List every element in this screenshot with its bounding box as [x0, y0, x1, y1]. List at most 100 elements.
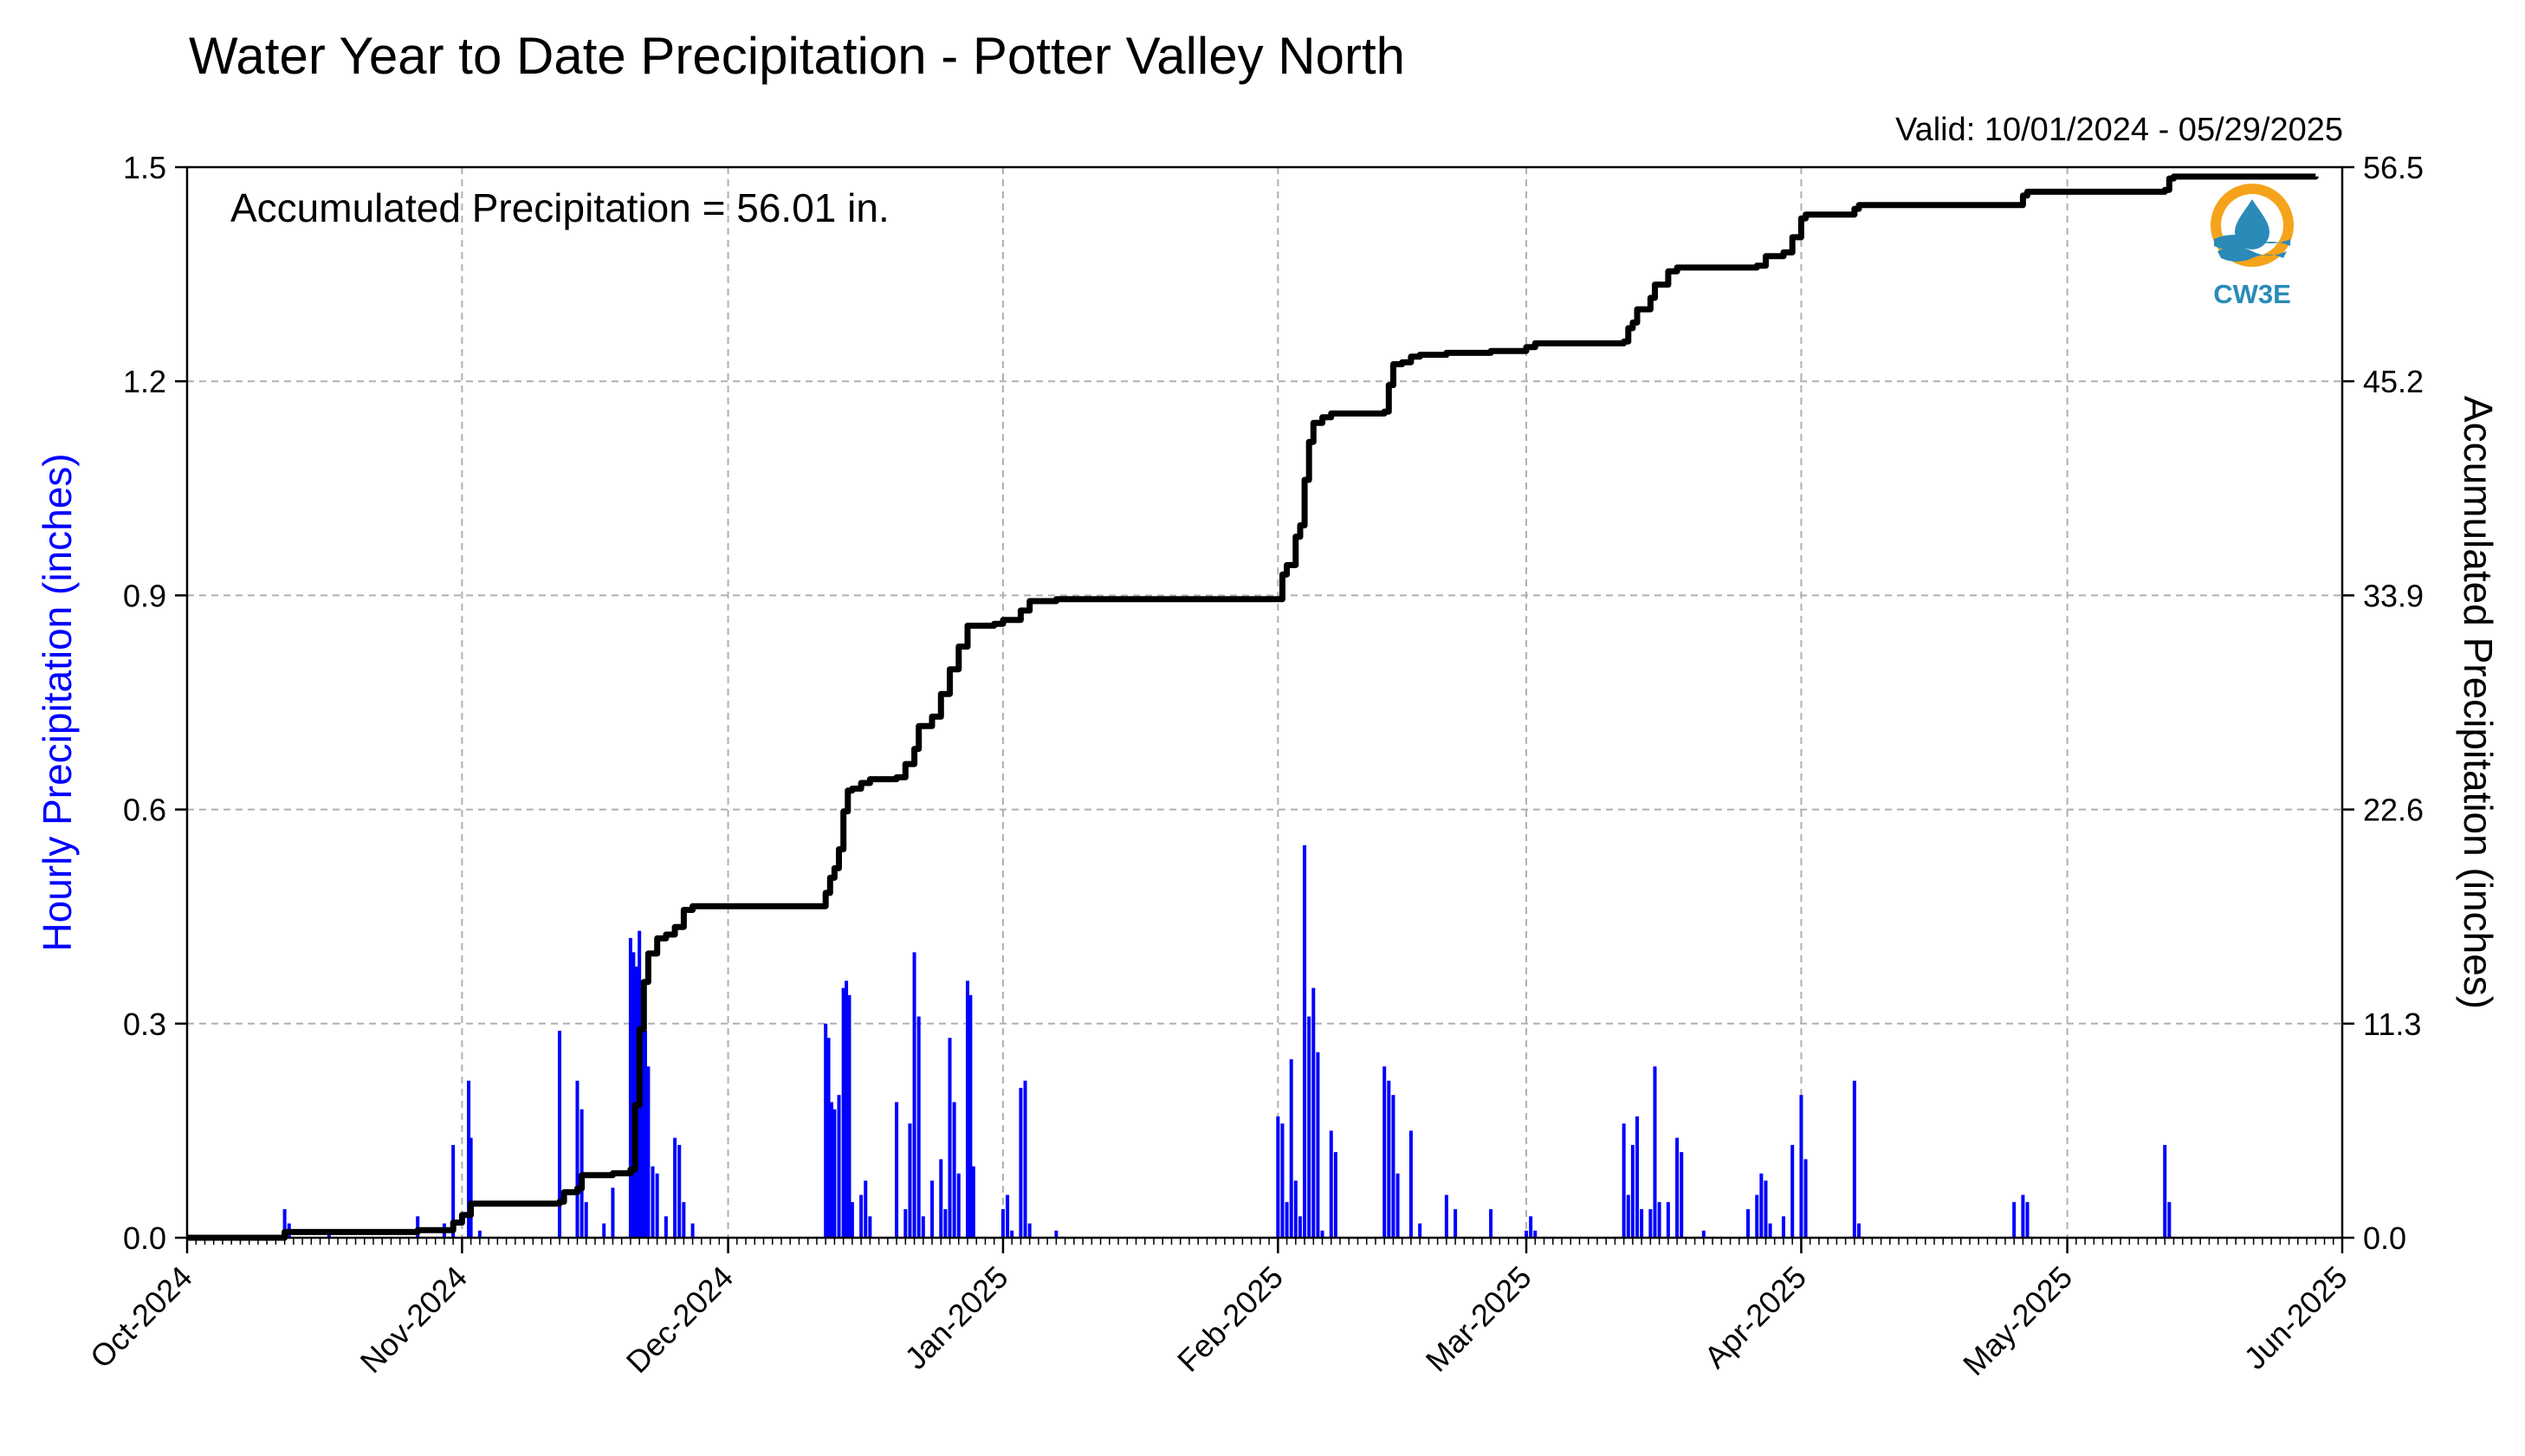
hourly-bar [1640, 1209, 1644, 1238]
hourly-bar [1418, 1223, 1422, 1238]
hourly-bar [1657, 1201, 1661, 1238]
hourly-bar [1027, 1223, 1032, 1238]
hourly-bar [968, 994, 973, 1238]
logo-wave-2 [2217, 247, 2287, 262]
hourly-bar [939, 1159, 943, 1238]
hourly-bar [1333, 1152, 1337, 1238]
hourly-bar [1329, 1130, 1333, 1238]
accumulated-line [187, 173, 2319, 1241]
hourly-bar [850, 1201, 854, 1238]
hourly-bar [1444, 1194, 1448, 1238]
hourly-bar [1746, 1209, 1751, 1238]
hourly-bar [2167, 1201, 2172, 1238]
hourly-bar [1852, 1080, 1856, 1238]
hourly-bar [1316, 1052, 1320, 1238]
hourly-bar [837, 1095, 841, 1238]
accumulated-annotation: Accumulated Precipitation = 56.01 in. [230, 185, 890, 230]
cw3e-logo: CW3E [2211, 184, 2294, 309]
hourly-bar [1307, 1016, 1311, 1238]
hourly-bar [2163, 1144, 2167, 1238]
hourly-bar [1701, 1230, 1706, 1238]
hourly-bar [903, 1209, 908, 1238]
hourly-bar [1759, 1173, 1764, 1238]
hourly-bar [643, 1031, 647, 1238]
hourly-bar [2021, 1194, 2025, 1238]
hourly-bar [1019, 1087, 1023, 1238]
left-tick-label: 0.9 [123, 578, 166, 613]
hourly-bar [912, 952, 916, 1238]
hourly-bar [830, 1102, 834, 1238]
hourly-bar [841, 987, 845, 1238]
hourly-bar [943, 1209, 948, 1238]
hourly-bar [1010, 1230, 1014, 1238]
right-tick-label: 45.2 [2363, 364, 2424, 399]
hourly-bar [1023, 1080, 1027, 1238]
hourly-bar [1391, 1095, 1395, 1238]
left-tick-label: 0.3 [123, 1006, 166, 1042]
hourly-bar [908, 1123, 912, 1238]
hourly-bar [845, 980, 849, 1238]
hourly-bar [948, 1038, 952, 1238]
left-axis-ticks: 0.0 0.3 0.6 0.9 1.2 1.5 [123, 150, 187, 1256]
right-axis-ticks: 0.0 11.3 22.6 33.9 45.2 56.5 [2342, 150, 2424, 1256]
hourly-bar [921, 1216, 925, 1238]
hourly-bar [631, 952, 636, 1238]
hourly-bar [1635, 1116, 1640, 1238]
left-tick-label: 1.5 [123, 150, 166, 185]
hourly-bar [1293, 1181, 1298, 1238]
hourly-bar [1387, 1080, 1391, 1238]
hourly-bar [1799, 1095, 1803, 1238]
hourly-bar [1453, 1209, 1458, 1238]
hourly-bar [682, 1201, 686, 1238]
x-tick-label: Nov-2024 [353, 1259, 474, 1380]
hourly-bar [1529, 1216, 1533, 1238]
hourly-bar [477, 1230, 482, 1238]
x-tick-label: May-2025 [1956, 1259, 2079, 1382]
hourly-bar [584, 1201, 588, 1238]
hourly-bar [646, 1066, 651, 1238]
x-tick-label: Dec-2024 [619, 1259, 740, 1380]
hourly-bar [664, 1216, 668, 1238]
chart-title: Water Year to Date Precipitation - Potte… [189, 27, 1405, 85]
hourly-bar [575, 1080, 579, 1238]
x-tick-label: Jun-2025 [2237, 1259, 2354, 1376]
hourly-bar [469, 1137, 473, 1238]
hourly-bar [1303, 844, 1307, 1238]
hourly-bar [1298, 1216, 1302, 1238]
hourly-bars [282, 844, 2172, 1238]
hourly-bar [1666, 1201, 1670, 1238]
hourly-bar [956, 1173, 961, 1238]
x-axis-ticks: Oct-2024 Nov-2024 Dec-2024 Jan-2025 Feb-2025… [83, 1238, 2354, 1382]
hourly-bar [859, 1194, 864, 1238]
hourly-bar [966, 980, 970, 1238]
hourly-bar [602, 1223, 606, 1238]
right-tick-label: 33.9 [2363, 578, 2424, 613]
hourly-bar [282, 1209, 287, 1238]
hourly-bar [895, 1102, 899, 1238]
hourly-bar [1525, 1230, 1529, 1238]
left-tick-label: 1.2 [123, 364, 166, 399]
hourly-bar [1648, 1209, 1653, 1238]
hourly-bar [1395, 1173, 1400, 1238]
hourly-bar [824, 1023, 828, 1238]
right-tick-label: 56.5 [2363, 150, 2424, 185]
hourly-bar [1680, 1152, 1684, 1238]
x-axis-minor-ticks [186, 1238, 2343, 1245]
hourly-bar [628, 937, 632, 1238]
hourly-bar [864, 1181, 868, 1238]
grid-lines [187, 167, 2342, 1238]
hourly-bar [1630, 1144, 1635, 1238]
hourly-bar [1781, 1216, 1785, 1238]
hourly-bar [832, 1109, 837, 1238]
x-tick-label: Mar-2025 [1419, 1259, 1538, 1379]
hourly-bar [2012, 1201, 2017, 1238]
hourly-bar [1768, 1223, 1772, 1238]
hourly-bar [952, 1102, 956, 1238]
hourly-bar [651, 1166, 655, 1238]
right-tick-label: 0.0 [2363, 1220, 2406, 1256]
hourly-bar [1280, 1123, 1285, 1238]
left-tick-label: 0.0 [123, 1220, 166, 1256]
hourly-bar [1289, 1059, 1293, 1238]
hourly-bar [1622, 1123, 1626, 1238]
